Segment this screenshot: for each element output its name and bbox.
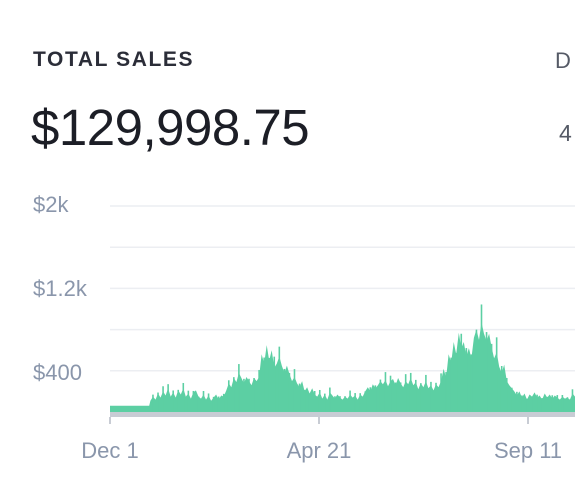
- x-tick-label: Sep 11: [493, 438, 563, 463]
- sales-area: [110, 322, 575, 412]
- x-axis-baseline: [110, 412, 575, 417]
- next-widget-value: 4: [559, 120, 572, 146]
- y-tick-label: $2k: [33, 192, 69, 217]
- y-tick-label: $400: [33, 360, 82, 385]
- total-sales-label: TOTAL SALES: [33, 48, 195, 71]
- y-tick-label: $1.2k: [33, 276, 87, 301]
- total-sales-value: $129,998.75: [31, 99, 310, 156]
- x-tick-label: Apr 21: [286, 438, 352, 463]
- x-tick-label: Dec 1: [81, 438, 139, 463]
- next-widget-label: D: [555, 48, 571, 73]
